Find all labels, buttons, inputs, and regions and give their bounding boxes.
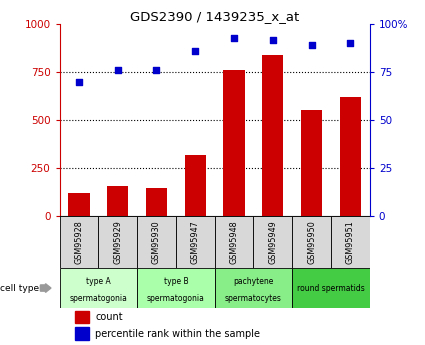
Text: GSM95947: GSM95947: [191, 220, 200, 264]
Bar: [301, 110, 322, 216]
Bar: [253, 216, 292, 268]
Text: GSM95950: GSM95950: [307, 220, 316, 264]
Point: [269, 37, 276, 42]
Text: GSM95929: GSM95929: [113, 220, 122, 264]
Point: [76, 79, 82, 85]
Point: [153, 68, 160, 73]
Point: [308, 42, 315, 48]
Text: cell type: cell type: [0, 284, 40, 293]
Bar: [184, 155, 206, 216]
Text: type A: type A: [86, 277, 110, 286]
Bar: [75, 327, 89, 340]
Bar: [262, 55, 283, 216]
Text: count: count: [95, 312, 123, 322]
Bar: [224, 70, 245, 216]
Point: [114, 68, 121, 73]
Point: [192, 48, 198, 54]
Text: round spermatids: round spermatids: [297, 284, 365, 293]
Text: pachytene: pachytene: [233, 277, 274, 286]
Bar: [340, 97, 361, 216]
Bar: [137, 268, 215, 308]
Text: GSM95948: GSM95948: [230, 220, 238, 264]
Bar: [68, 193, 90, 216]
Bar: [292, 216, 331, 268]
Bar: [75, 310, 89, 323]
Point: [347, 41, 354, 46]
Bar: [146, 188, 167, 216]
Text: GSM95951: GSM95951: [346, 220, 355, 264]
Bar: [60, 216, 98, 268]
Bar: [137, 216, 176, 268]
Text: GSM95930: GSM95930: [152, 220, 161, 264]
Bar: [292, 268, 370, 308]
Text: GSM95928: GSM95928: [74, 220, 83, 264]
Bar: [331, 216, 370, 268]
Bar: [60, 268, 137, 308]
Text: percentile rank within the sample: percentile rank within the sample: [95, 328, 260, 338]
Text: spermatogonia: spermatogonia: [147, 294, 205, 303]
Text: type B: type B: [164, 277, 188, 286]
Bar: [215, 216, 253, 268]
Point: [231, 35, 238, 40]
Bar: [215, 268, 292, 308]
Text: spermatocytes: spermatocytes: [225, 294, 282, 303]
Text: spermatogonia: spermatogonia: [69, 294, 127, 303]
Bar: [176, 216, 215, 268]
Bar: [107, 186, 128, 216]
Text: GSM95949: GSM95949: [268, 220, 277, 264]
Bar: [98, 216, 137, 268]
Title: GDS2390 / 1439235_x_at: GDS2390 / 1439235_x_at: [130, 10, 299, 23]
